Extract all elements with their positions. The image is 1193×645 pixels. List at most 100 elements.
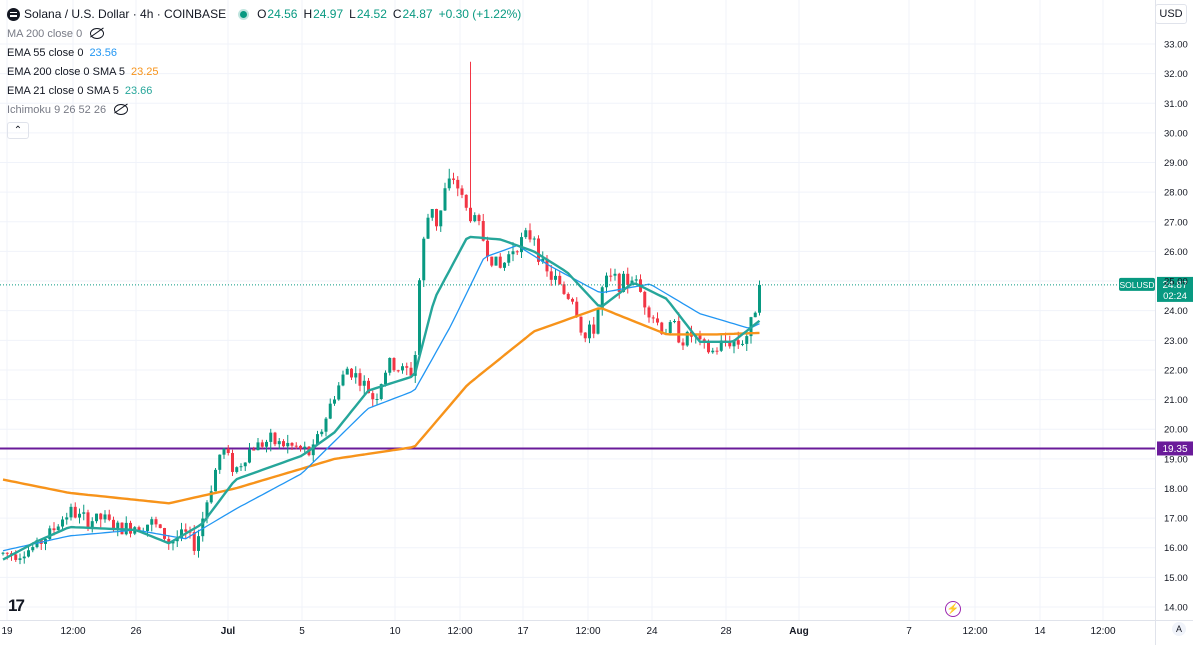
candle-body: [150, 519, 154, 525]
candle-body: [617, 273, 621, 292]
high-value: 24.97: [313, 7, 344, 21]
candle-body: [107, 514, 111, 520]
candle-body: [320, 431, 324, 435]
candle-body: [634, 279, 638, 281]
horizontal-level-line[interactable]: 19.35: [0, 441, 1193, 456]
eye-hidden-icon[interactable]: [114, 104, 129, 115]
candle-body: [392, 358, 396, 371]
candle-body: [303, 446, 307, 449]
candle-body: [741, 343, 744, 345]
candle-body: [371, 393, 375, 400]
x-tick-label: 12:00: [1090, 626, 1115, 637]
candle-body: [600, 287, 604, 310]
eye-hidden-icon[interactable]: [90, 28, 105, 39]
candle-body: [554, 275, 557, 280]
level-price-badge: [1157, 441, 1193, 456]
candle-body: [341, 374, 345, 386]
candle-body: [18, 558, 22, 560]
tradingview-logo-icon[interactable]: 17: [8, 596, 25, 615]
candle-body: [549, 271, 553, 280]
candle-body: [358, 373, 362, 386]
candle-body: [558, 275, 562, 285]
candle-body: [180, 529, 183, 539]
candle-body: [447, 178, 451, 189]
lightning-icon[interactable]: ⚡: [945, 601, 961, 617]
candle-body: [498, 256, 502, 268]
chart-legend: Solana / U.S. Dollar · 4h · COINBASE O 24…: [7, 4, 527, 139]
candle-body: [647, 307, 651, 318]
indicator-ema21[interactable]: EMA 21 close 0 SMA 5 23.66: [7, 81, 527, 100]
candle-body: [656, 318, 659, 323]
candle-body: [154, 519, 158, 525]
x-tick-label: 19: [1, 626, 13, 637]
candle-body: [129, 522, 132, 534]
candle-body: [520, 237, 523, 253]
candle-body: [103, 514, 107, 520]
bar-countdown-label: 02:24: [1163, 291, 1187, 302]
candle-body: [439, 210, 443, 227]
candle-body: [418, 280, 421, 356]
candle-body: [456, 179, 460, 189]
candle-body: [1, 552, 5, 554]
candle-body: [583, 332, 587, 339]
candle-body: [201, 518, 205, 537]
candle-body: [27, 550, 30, 557]
candlestick-series: [1, 61, 761, 565]
candle-body: [197, 536, 200, 551]
candle-body: [422, 238, 426, 281]
x-tick-label: 17: [517, 626, 529, 637]
x-tick-label: Aug: [789, 626, 808, 637]
symbol-header[interactable]: Solana / U.S. Dollar · 4h · COINBASE O 24…: [7, 4, 527, 24]
candle-body: [660, 322, 664, 334]
x-tick-label: 12:00: [575, 626, 600, 637]
candle-body: [396, 370, 400, 372]
candle-body: [205, 502, 209, 519]
x-tick-label: 5: [299, 626, 305, 637]
indicator-ichimoku[interactable]: Ichimoku 9 26 52 26: [7, 100, 527, 119]
symbol-title[interactable]: Solana / U.S. Dollar · 4h · COINBASE: [24, 7, 227, 21]
candle-body: [362, 380, 366, 386]
candle-body: [579, 316, 583, 333]
candle-body: [562, 284, 566, 294]
candle-body: [158, 524, 162, 529]
candle-body: [269, 432, 273, 442]
candle-body: [698, 334, 702, 340]
x-tick-label: 7: [906, 626, 912, 637]
indicator-label: EMA 200 close 0 SMA 5: [7, 65, 126, 78]
indicator-ema200[interactable]: EMA 200 close 0 SMA 5 23.25: [7, 62, 527, 81]
candle-body: [443, 188, 447, 211]
collapse-legend-button[interactable]: ⌃: [7, 122, 29, 139]
auto-scale-button[interactable]: A: [1172, 622, 1186, 636]
x-tick-label: Jul: [221, 626, 236, 637]
candle-body: [532, 238, 536, 240]
candle-body: [61, 519, 64, 527]
low-label: L: [349, 7, 356, 21]
candle-body: [226, 448, 230, 454]
currency-selector[interactable]: USD: [1155, 4, 1187, 24]
indicator-ema55[interactable]: EMA 55 close 0 23.56: [7, 43, 527, 62]
candle-body: [218, 454, 222, 470]
candle-body: [73, 506, 77, 518]
candle-body: [515, 251, 519, 253]
candle-body: [290, 442, 294, 446]
candle-body: [681, 342, 685, 346]
candle-body: [452, 178, 455, 180]
candle-body: [163, 528, 166, 539]
candle-body: [333, 399, 336, 404]
y-tick-label: 20.00: [1164, 425, 1188, 436]
candle-body: [282, 441, 285, 447]
indicator-value: 23.66: [124, 84, 153, 97]
indicator-label: MA 200 close 0: [7, 27, 83, 40]
symbol-badge: [1119, 277, 1155, 291]
candle-body: [277, 441, 281, 445]
candle-body: [252, 449, 256, 451]
x-tick-label: 12:00: [962, 626, 987, 637]
indicator-ma200[interactable]: MA 200 close 0: [7, 24, 527, 43]
candle-body: [596, 309, 600, 334]
x-tick-label: 12:00: [447, 626, 472, 637]
candle-body: [426, 217, 430, 239]
candle-body: [460, 188, 464, 195]
candle-body: [401, 366, 404, 371]
y-tick-label: 23.00: [1164, 336, 1188, 347]
